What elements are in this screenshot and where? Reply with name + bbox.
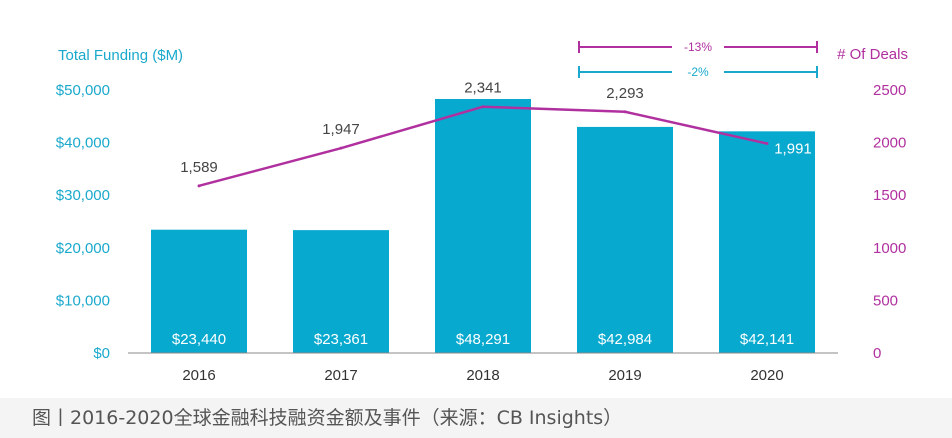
- left-axis-tick-label: $30,000: [56, 187, 110, 204]
- deals-point: [339, 146, 343, 150]
- deals-value-label: 1,589: [180, 159, 218, 176]
- x-tick-label: 2016: [182, 367, 215, 384]
- x-tick-label: 2019: [608, 367, 641, 384]
- x-tick-label: 2017: [324, 367, 357, 384]
- bar-value-label: $23,361: [314, 331, 368, 348]
- deals-value-label: 2,293: [606, 85, 644, 102]
- bar-2020: [719, 131, 815, 353]
- left-axis-tick-label: $10,000: [56, 292, 110, 309]
- right-axis-title: # Of Deals: [837, 46, 908, 63]
- bar-value-label: $42,984: [598, 331, 652, 348]
- bar-2019: [577, 126, 673, 353]
- bar-value-label: $48,291: [456, 331, 510, 348]
- right-axis-tick-label: 0: [873, 345, 881, 362]
- bar-2017: [293, 230, 389, 353]
- deals-point: [623, 110, 627, 114]
- left-axis-title: Total Funding ($M): [58, 47, 183, 64]
- right-axis-tick-label: 1000: [873, 240, 906, 257]
- change-annotation: -2%: [687, 65, 709, 79]
- bar-value-label: $23,440: [172, 331, 226, 348]
- deals-value-label: 1,947: [322, 121, 360, 138]
- bar-2016: [151, 229, 247, 353]
- right-axis-tick-label: 1500: [873, 187, 906, 204]
- left-axis-tick-label: $40,000: [56, 135, 110, 152]
- right-axis-tick-label: 500: [873, 292, 898, 309]
- left-axis-tick-label: $50,000: [56, 82, 110, 99]
- bar-2018: [435, 98, 531, 353]
- deals-value-label: 2,341: [464, 80, 502, 97]
- deals-value-label: 1,991: [774, 141, 812, 158]
- left-axis-tick-label: $0: [93, 345, 110, 362]
- right-axis-tick-label: 2000: [873, 135, 906, 152]
- deals-point: [481, 105, 485, 109]
- deals-point: [197, 184, 201, 188]
- change-annotation: -13%: [684, 40, 712, 54]
- deals-point: [765, 142, 769, 146]
- left-axis-tick-label: $20,000: [56, 240, 110, 257]
- caption-bar: [0, 398, 952, 438]
- right-axis-tick-label: 2500: [873, 82, 906, 99]
- x-tick-label: 2018: [466, 367, 499, 384]
- x-tick-label: 2020: [750, 367, 783, 384]
- figure-caption: 图丨2016-2020全球金融科技融资金额及事件（来源：CB Insights）: [32, 407, 623, 429]
- bar-value-label: $42,141: [740, 331, 794, 348]
